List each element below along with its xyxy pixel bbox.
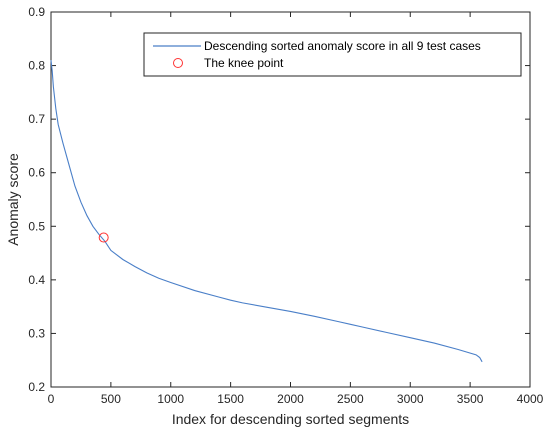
legend: Descending sorted anomaly score in all 9… xyxy=(143,32,522,77)
y-tick-label: 0.5 xyxy=(28,219,45,233)
score-curve-line xyxy=(50,60,483,363)
x-axis-label: Index for descending sorted segments xyxy=(172,411,409,427)
y-tick-label: 0.6 xyxy=(28,166,45,180)
y-tick-label: 0.4 xyxy=(28,273,45,287)
legend-entry-knee: The knee point xyxy=(204,56,284,70)
y-axis-label: Anomaly score xyxy=(5,153,21,246)
x-tick-label: 1500 xyxy=(217,392,244,406)
x-tick-label: 3500 xyxy=(457,392,484,406)
axis-ticks: 0 500 1000 1500 2000 2500 3000 3500 4000 0.2 0.3 0.… xyxy=(28,5,543,406)
y-tick-label: 0.9 xyxy=(28,5,45,19)
legend-box xyxy=(143,32,522,77)
y-tick-label: 0.3 xyxy=(28,326,45,340)
data-series xyxy=(50,60,483,363)
y-tick-label: 0.2 xyxy=(28,380,45,394)
x-tick-label: 3000 xyxy=(397,392,424,406)
y-tick-label: 0.8 xyxy=(28,59,45,73)
x-tick-label: 4000 xyxy=(517,392,544,406)
x-tick-label: 0 xyxy=(48,392,55,406)
x-tick-label: 1000 xyxy=(157,392,184,406)
legend-entry-line: Descending sorted anomaly score in all 9… xyxy=(204,39,481,53)
x-tick-label: 2000 xyxy=(277,392,304,406)
knee-point-marker xyxy=(98,232,109,243)
y-tick-label: 0.7 xyxy=(28,112,45,126)
x-tick-label: 2500 xyxy=(337,392,364,406)
legend-circle-swatch xyxy=(173,58,183,68)
x-tick-label: 500 xyxy=(101,392,121,406)
